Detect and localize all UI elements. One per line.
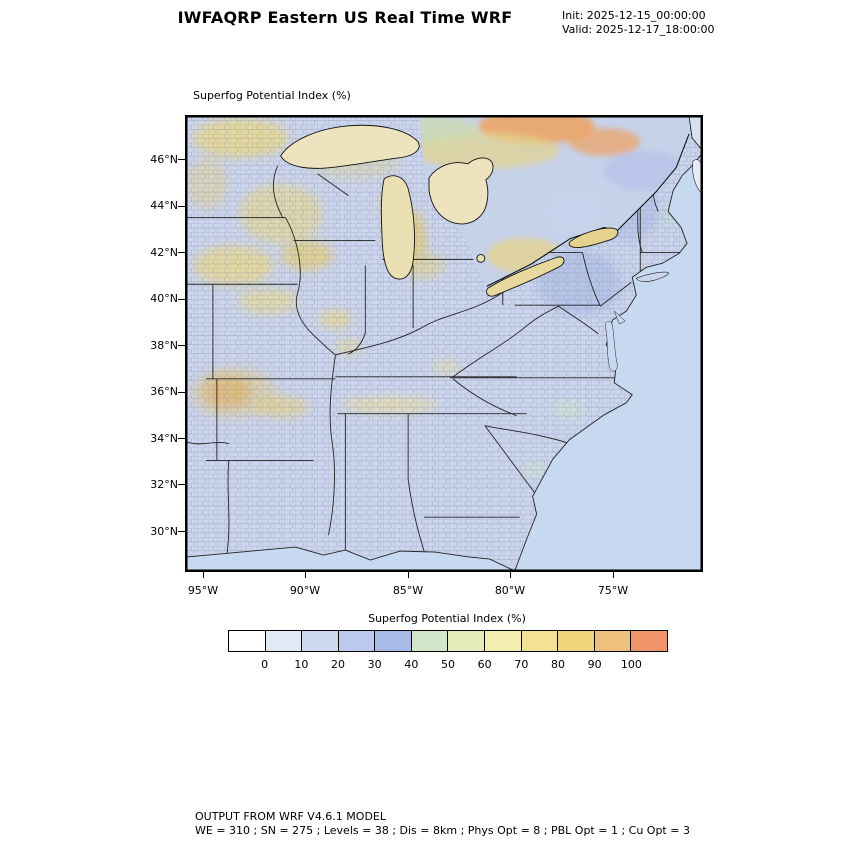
lake-superior xyxy=(280,124,420,169)
lon-tick-mark xyxy=(203,572,204,578)
colorbar-tick-label: 50 xyxy=(441,658,455,671)
lat-tick-label: 42°N xyxy=(150,246,178,259)
lat-tick-mark xyxy=(178,531,185,532)
long-island xyxy=(635,271,669,282)
colorbar-cell xyxy=(558,631,595,651)
lon-tick-label: 95°W xyxy=(187,584,219,597)
lon-tick-mark xyxy=(305,572,306,578)
colorbar-title: Superfog Potential Index (%) xyxy=(368,612,526,625)
lat-tick-mark xyxy=(178,159,185,160)
lon-tick-mark xyxy=(613,572,614,578)
colorbar-cell xyxy=(448,631,486,651)
gulf-coastline xyxy=(186,546,515,571)
colorbar-tick-labels: 0 10 20 30 40 50 60 70 80 90 100 xyxy=(228,658,668,672)
colorbar-tick-label: 20 xyxy=(331,658,345,671)
gulf-of-mexico xyxy=(186,547,515,571)
lat-tick-label: 30°N xyxy=(150,525,178,538)
colorbar-cell xyxy=(302,631,339,651)
lat-tick-label: 36°N xyxy=(150,385,178,398)
lake-erie xyxy=(485,256,565,297)
colorbar-cell xyxy=(265,631,303,651)
lon-tick-label: 85°W xyxy=(392,584,424,597)
colorbar-cell xyxy=(631,631,667,651)
lon-tick-label: 80°W xyxy=(494,584,526,597)
field-label: Superfog Potential Index (%) xyxy=(193,89,351,102)
colorbar-cell xyxy=(411,631,449,651)
lat-tick-mark xyxy=(178,206,185,207)
atlantic-ocean xyxy=(514,153,702,571)
colorbar-cell xyxy=(521,631,559,651)
colorbar-tick-label: 70 xyxy=(514,658,529,671)
plot-title: IWFAQRP Eastern US Real Time WRF xyxy=(177,8,513,27)
lat-tick-mark xyxy=(178,345,185,346)
lat-tick-label: 44°N xyxy=(150,199,178,212)
lat-tick-label: 38°N xyxy=(150,339,178,352)
lat-tick-label: 46°N xyxy=(150,153,178,166)
colorbar-cell xyxy=(485,631,522,651)
lat-tick-mark xyxy=(178,438,185,439)
colorbar-tick-label: 80 xyxy=(551,658,565,671)
lat-tick-label: 34°N xyxy=(150,432,178,445)
colorbar xyxy=(228,630,668,652)
lake-st-clair xyxy=(476,253,486,263)
init-time: Init: 2025-12-15_00:00:00 xyxy=(562,9,706,22)
lake-ontario xyxy=(568,227,619,249)
new-brunswick xyxy=(688,116,702,151)
lat-tick-mark xyxy=(178,252,185,253)
footer-line-1: OUTPUT FROM WRF V4.6.1 MODEL xyxy=(195,810,386,823)
colorbar-cell xyxy=(229,631,266,651)
lake-michigan xyxy=(380,175,415,280)
colorbar-tick-label: 0 xyxy=(261,658,269,671)
lat-tick-label: 40°N xyxy=(150,292,178,305)
lat-tick-mark xyxy=(178,484,185,485)
lat-tick-mark xyxy=(178,299,185,300)
map-panel xyxy=(185,115,703,572)
lon-tick-label: 75°W xyxy=(597,584,629,597)
chesapeake-bay xyxy=(605,321,618,372)
lake-huron xyxy=(428,157,494,225)
colorbar-tick-label: 60 xyxy=(477,658,492,671)
delaware-bay xyxy=(614,310,626,325)
lon-tick-mark xyxy=(510,572,511,578)
colorbar-tick-label: 30 xyxy=(367,658,382,671)
colorbar-tick-label: 90 xyxy=(587,658,602,671)
great-lakes xyxy=(280,124,619,297)
nova-scotia xyxy=(692,159,702,195)
lat-tick-label: 32°N xyxy=(150,478,178,491)
valid-time: Valid: 2025-12-17_18:00:00 xyxy=(562,23,715,36)
map-frame-line xyxy=(186,116,702,571)
colorbar-cell xyxy=(338,631,376,651)
colorbar-tick-label: 100 xyxy=(620,658,642,671)
map-canvas xyxy=(186,116,702,571)
colorbar-tick-label: 40 xyxy=(404,658,419,671)
colorbar-cell xyxy=(375,631,412,651)
lon-tick-mark xyxy=(408,572,409,578)
lat-tick-mark xyxy=(178,392,185,393)
lon-tick-label: 90°W xyxy=(289,584,321,597)
footer-line-2: WE = 310 ; SN = 275 ; Levels = 38 ; Dis … xyxy=(195,824,690,837)
colorbar-cell xyxy=(594,631,632,651)
colorbar-tick-label: 10 xyxy=(294,658,309,671)
